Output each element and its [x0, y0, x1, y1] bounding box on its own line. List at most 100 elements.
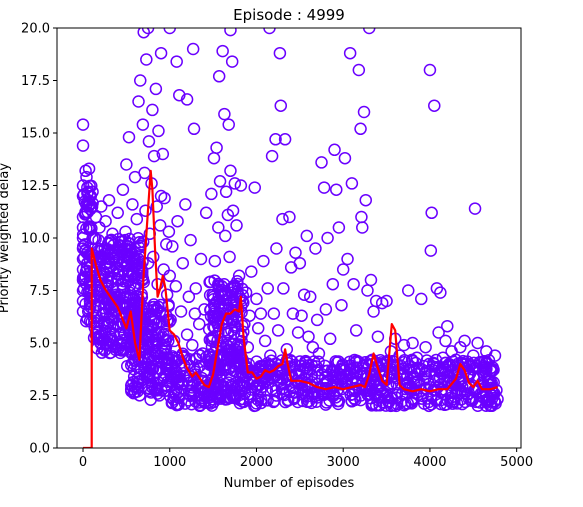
scatter-point	[137, 28, 150, 39]
scatter-point	[471, 336, 484, 350]
scatter-point	[166, 240, 179, 253]
scatter-point	[136, 118, 150, 131]
scatter-point	[151, 382, 164, 395]
scatter-point	[187, 122, 201, 136]
scatter-point	[273, 358, 286, 372]
scatter-point	[273, 46, 287, 60]
scatter-point	[163, 269, 176, 283]
scatter-point	[135, 355, 149, 369]
scatter-point	[221, 327, 235, 341]
scatter-point	[219, 185, 233, 199]
scatter-point	[205, 187, 218, 201]
scatter-point	[325, 363, 339, 377]
scatter-point	[227, 282, 241, 295]
scatter-point	[85, 200, 98, 213]
scatter-point	[116, 183, 130, 196]
scatter-point	[287, 391, 301, 404]
scatter-point	[234, 179, 248, 192]
scatter-point	[149, 82, 163, 96]
scatter-point	[309, 242, 322, 255]
scatter-point	[222, 118, 235, 131]
scatter-point	[170, 55, 183, 68]
scatter-point	[364, 273, 378, 287]
scatter-point	[286, 307, 300, 320]
scatter-point	[142, 135, 156, 148]
scatter-point	[430, 282, 444, 295]
scatter-point	[76, 139, 90, 152]
scatter-point	[111, 206, 124, 220]
scatter-point	[352, 63, 366, 77]
line-series	[83, 169, 498, 448]
y-tick-label: 2.5	[29, 389, 50, 404]
scatter-point	[140, 370, 153, 383]
scatter-point	[258, 334, 272, 348]
scatter-point	[196, 347, 209, 360]
scatter-point	[117, 291, 130, 304]
scatter-point	[380, 388, 393, 401]
scatter-point	[277, 282, 290, 295]
scatter-point	[345, 177, 359, 190]
scatter-point	[102, 193, 116, 207]
scatter-point	[94, 200, 108, 213]
scatter-point	[397, 338, 411, 352]
scatter-point	[250, 292, 263, 306]
y-tick-label: 12.5	[21, 179, 50, 194]
y-tick-label: 5.0	[29, 337, 50, 352]
scatter-point	[367, 375, 381, 388]
scatter-point	[156, 147, 170, 161]
scatter-point	[242, 357, 256, 371]
scatter-point	[121, 269, 135, 283]
scatter-point	[434, 286, 447, 299]
scatter-point	[216, 44, 229, 58]
scatter-point	[99, 214, 112, 228]
scatter-point	[144, 393, 157, 406]
scatter-point	[410, 351, 424, 364]
x-axis: 0 1000 2000 3000 4000 5000	[79, 448, 533, 470]
scatter-point	[434, 365, 447, 378]
scatter-point	[164, 313, 177, 327]
scatter-point	[226, 204, 240, 217]
scatter-point	[428, 99, 441, 112]
scatter-point	[327, 365, 340, 378]
scatter-point	[359, 193, 373, 207]
scatter-point	[424, 244, 438, 257]
y-axis: 0.0 2.5 5.0 7.5 10.0 12.5 15.0 17.5 20.0	[21, 22, 57, 457]
scatter-point	[289, 246, 302, 259]
scatter-point	[297, 288, 311, 301]
scatter-point	[384, 380, 397, 393]
scatter-point	[303, 290, 317, 304]
scatter-point	[343, 46, 357, 60]
scatter-point	[310, 313, 324, 327]
scatter-point	[121, 359, 134, 373]
scatter-point	[484, 361, 497, 375]
scatter-point	[421, 373, 434, 386]
scatter-point	[270, 242, 283, 255]
scatter-point	[126, 198, 139, 211]
scatter-point	[278, 133, 292, 146]
scatter-point	[338, 151, 352, 165]
x-tick-label: 5000	[500, 455, 533, 470]
scatter-point	[232, 303, 245, 316]
scatter-point	[406, 336, 419, 350]
x-axis-label: Number of episodes	[224, 476, 355, 491]
scatter-point	[186, 42, 200, 56]
scatter-point	[213, 371, 226, 384]
scatter-point	[369, 294, 383, 308]
scatter-point	[406, 354, 419, 368]
y-tick-label: 7.5	[29, 284, 50, 299]
scatter-point	[207, 290, 220, 304]
scatter-point	[198, 303, 211, 316]
scatter-point	[423, 63, 437, 77]
scatter-point	[396, 362, 409, 375]
scatter-point	[122, 236, 135, 250]
scatter-point	[94, 336, 107, 350]
scatter-point	[122, 130, 136, 144]
scatter-point	[213, 175, 227, 188]
scatter-point	[205, 374, 218, 387]
scatter-point	[365, 399, 378, 412]
scatter-point	[114, 235, 127, 249]
scatter-point	[301, 380, 315, 394]
scatter-point	[159, 334, 172, 348]
scatter-point	[331, 377, 345, 391]
scatter-point	[330, 183, 343, 196]
